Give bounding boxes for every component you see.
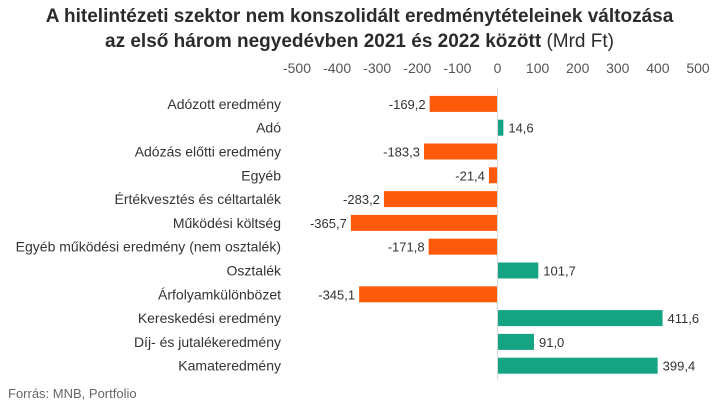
data-label: -365,7 <box>310 216 347 231</box>
x-axis-ticks: -500 -400 -300 -200 -100 0 100 200 300 400 500 <box>283 60 710 76</box>
x-tick-label: 400 <box>646 60 670 76</box>
category-label: Működési költség <box>173 215 281 231</box>
bar <box>383 191 498 208</box>
x-tick-label: 0 <box>494 60 502 76</box>
category-label: Adó <box>256 120 281 136</box>
bar <box>428 238 498 255</box>
category-label: Osztalék <box>227 263 282 279</box>
chart-title-text-2: az első három negyedévben 2021 és 2022 k… <box>105 31 542 52</box>
bar <box>497 262 539 279</box>
bar <box>497 357 658 374</box>
chart-title-text-1: A hitelintézeti szektor nem konszolidált… <box>45 6 674 27</box>
data-label: 91,0 <box>539 335 564 350</box>
bar <box>423 143 498 160</box>
bars <box>350 95 663 374</box>
category-labels: Adózott eredmény Adó Adózás előtti eredmén… <box>16 96 282 374</box>
bar <box>350 214 498 231</box>
data-label: 101,7 <box>543 264 576 279</box>
x-tick-label: -100 <box>443 60 471 76</box>
data-label: -171,8 <box>388 240 425 255</box>
category-label: Adózott eredmény <box>167 96 281 112</box>
x-tick-label: -500 <box>283 60 311 76</box>
data-label: -169,2 <box>389 97 426 112</box>
x-tick-label: 100 <box>526 60 550 76</box>
value-labels: -169,2 14,6 -183,3 -21,4 -283,2 -365,7 -171,8 1… <box>310 97 699 374</box>
chart-title: A hitelintézeti szektor nem konszolidált… <box>0 4 719 54</box>
category-label: Kereskedési eredmény <box>138 310 281 326</box>
data-label: -183,3 <box>383 145 420 160</box>
x-tick-label: 200 <box>566 60 590 76</box>
category-label: Egyéb <box>241 167 281 183</box>
category-label: Árfolyamkülönbözet <box>158 286 281 302</box>
chart-title-line-1: A hitelintézeti szektor nem konszolidált… <box>0 4 719 29</box>
bar <box>359 286 498 303</box>
data-label: -283,2 <box>343 192 380 207</box>
category-label: Értékvesztés és céltartalék <box>114 191 282 207</box>
bar <box>429 95 498 112</box>
data-label: -21,4 <box>455 168 485 183</box>
category-label: Díj- és jutalékeredmény <box>134 334 281 350</box>
data-label: -345,1 <box>318 287 355 302</box>
bar <box>488 167 498 184</box>
x-tick-label: -200 <box>403 60 431 76</box>
data-label: 399,4 <box>663 359 696 374</box>
category-label: Adózás előtti eredmény <box>135 144 281 160</box>
source-note: Forrás: MNB, Portfolio <box>8 386 137 401</box>
bar <box>497 333 534 350</box>
bar <box>497 119 504 136</box>
chart-title-unit: (Mrd Ft) <box>546 31 614 52</box>
bar <box>497 310 663 327</box>
x-tick-label: -400 <box>323 60 351 76</box>
data-label: 411,6 <box>668 311 700 326</box>
category-label: Kamateredmény <box>178 358 281 374</box>
x-tick-label: 300 <box>606 60 630 76</box>
x-tick-label: 500 <box>686 60 710 76</box>
category-label: Egyéb működési eredmény (nem osztalék) <box>16 239 281 255</box>
data-label: 14,6 <box>508 121 533 136</box>
x-tick-label: -300 <box>363 60 391 76</box>
chart-title-line-2: az első három negyedévben 2021 és 2022 k… <box>0 29 719 54</box>
